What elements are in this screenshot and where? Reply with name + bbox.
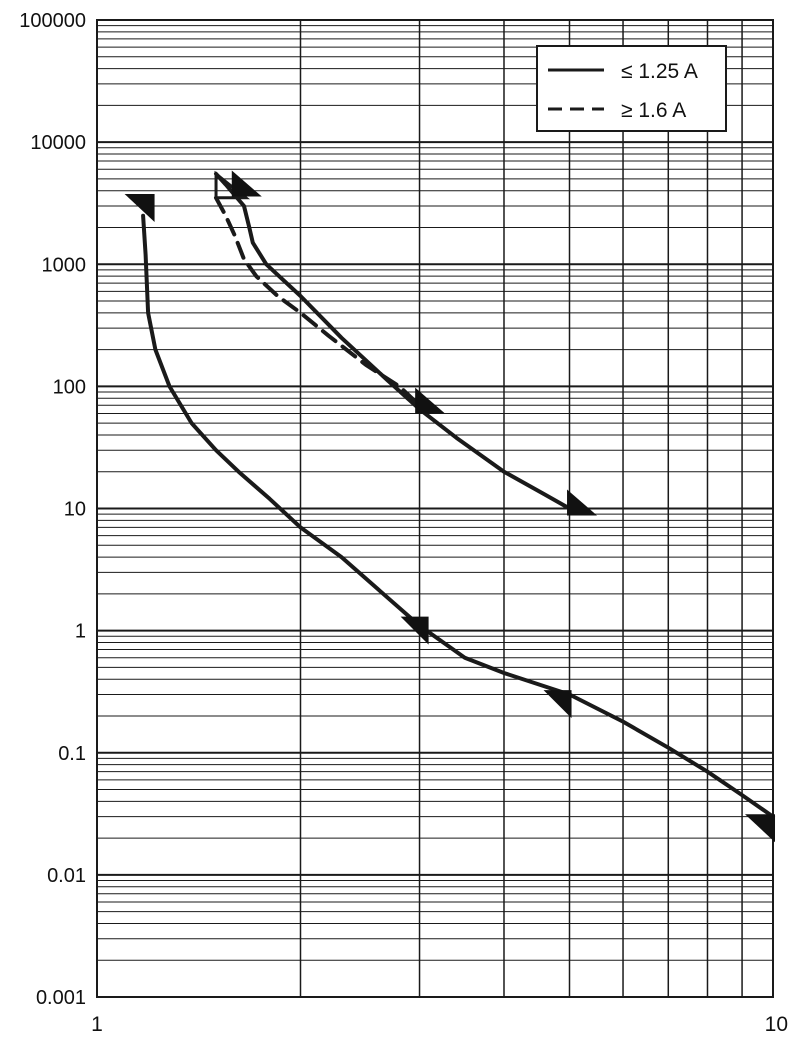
y-tick-label: 100 (53, 376, 86, 398)
curve-marker-triangle (124, 193, 155, 222)
curve-marker-triangle (415, 387, 446, 414)
curve-marker-triangle (400, 616, 429, 645)
minor-gridlines (97, 20, 773, 997)
y-tick-label: 1000 (42, 254, 87, 276)
y-axis-tick-labels: 100000 10000 1000 100 10 1 0.1 0.01 0.001 (19, 10, 86, 1009)
y-tick-label: 100000 (19, 10, 86, 32)
band-top-bracket (214, 170, 251, 200)
series-layer (141, 170, 775, 819)
y-tick-label: 1 (75, 621, 86, 643)
series-0-curve-0 (141, 213, 775, 819)
marker-layer (124, 170, 776, 843)
curve-marker-triangle (231, 170, 262, 197)
plot-frame (96, 19, 774, 998)
curve-marker-triangle (745, 814, 776, 843)
legend-label-solid: ≤ 1.25 A (621, 60, 698, 83)
series-1-curve-0 (214, 195, 422, 408)
x-tick-label: 1 (91, 1013, 103, 1036)
y-tick-label: 10000 (30, 132, 86, 154)
curve-marker-triangle (543, 690, 572, 719)
x-tick-label: 10 (765, 1013, 788, 1036)
series-0-curve-1 (214, 171, 572, 511)
legend-label-dashed: ≥ 1.6 A (621, 99, 686, 122)
y-tick-label: 0.1 (58, 743, 86, 765)
legend: ≤ 1.25 A ≥ 1.6 A (536, 45, 727, 132)
y-tick-label: 0.01 (47, 865, 86, 887)
curve-marker-triangle (567, 489, 598, 516)
legend-box (536, 45, 727, 132)
y-tick-label: 10 (64, 499, 86, 521)
y-tick-label: 0.001 (36, 987, 86, 1009)
x-axis-tick-labels: 1 10 (91, 1013, 788, 1036)
